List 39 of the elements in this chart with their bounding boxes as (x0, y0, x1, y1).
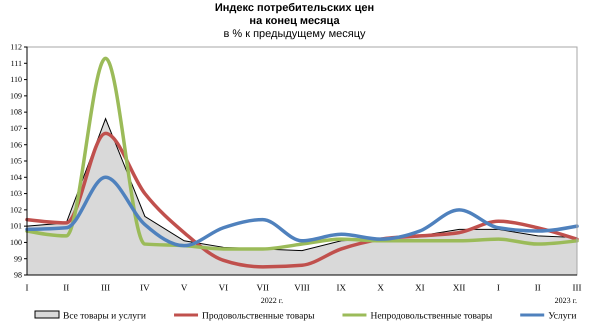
x-tick-label: II (63, 282, 70, 292)
x-tick-label: II (534, 282, 541, 292)
x-tick-label: IX (336, 282, 347, 292)
y-tick-label: 107 (10, 124, 22, 133)
x-tick-label: I (496, 282, 500, 292)
x-tick-label: XII (452, 282, 466, 292)
x-tick-label: VII (256, 282, 269, 292)
x-tick-label: IV (140, 282, 150, 292)
x-tick-label: III (572, 282, 582, 292)
y-tick-label: 109 (10, 91, 22, 100)
y-tick-label: 112 (10, 42, 22, 52)
text: 2023 г. (554, 296, 577, 305)
x-tick-label: XI (415, 282, 425, 292)
legend-label: Услуги (548, 312, 576, 322)
line-series (25, 176, 579, 248)
y-tick-label: 111 (10, 58, 22, 68)
y-tick-label: 103 (10, 189, 22, 198)
y-tick-label: 110 (10, 75, 22, 84)
y-tick-label: 98 (14, 270, 22, 280)
legend-label: Продовольственные товары (202, 312, 316, 322)
y-tick-label: 105 (10, 156, 22, 166)
x-tick-label: V (180, 282, 188, 292)
y-tick-label: 101 (10, 222, 22, 231)
line-series (25, 56, 579, 251)
y-tick-label: 106 (10, 140, 22, 150)
y-tick-label: 100 (10, 238, 22, 247)
x-tick-label: VIII (294, 282, 310, 292)
x-tick-label: I (26, 282, 28, 292)
y-tick-label: 108 (10, 108, 22, 117)
y-tick-label: 99 (14, 254, 22, 264)
y-tick-label: 102 (10, 205, 22, 214)
x-tick-label: VI (218, 282, 228, 292)
text: 2022 г. (260, 296, 284, 305)
y-tick-label: 104 (10, 172, 22, 182)
legend-label: Непродовольственные товары (370, 312, 493, 322)
x-tick-label: X (377, 282, 384, 292)
legend-label: Все товары и услуги (63, 312, 146, 322)
x-tick-label: III (101, 282, 110, 292)
chart-subtitle: в % к предыдущему месяцу (223, 28, 366, 40)
